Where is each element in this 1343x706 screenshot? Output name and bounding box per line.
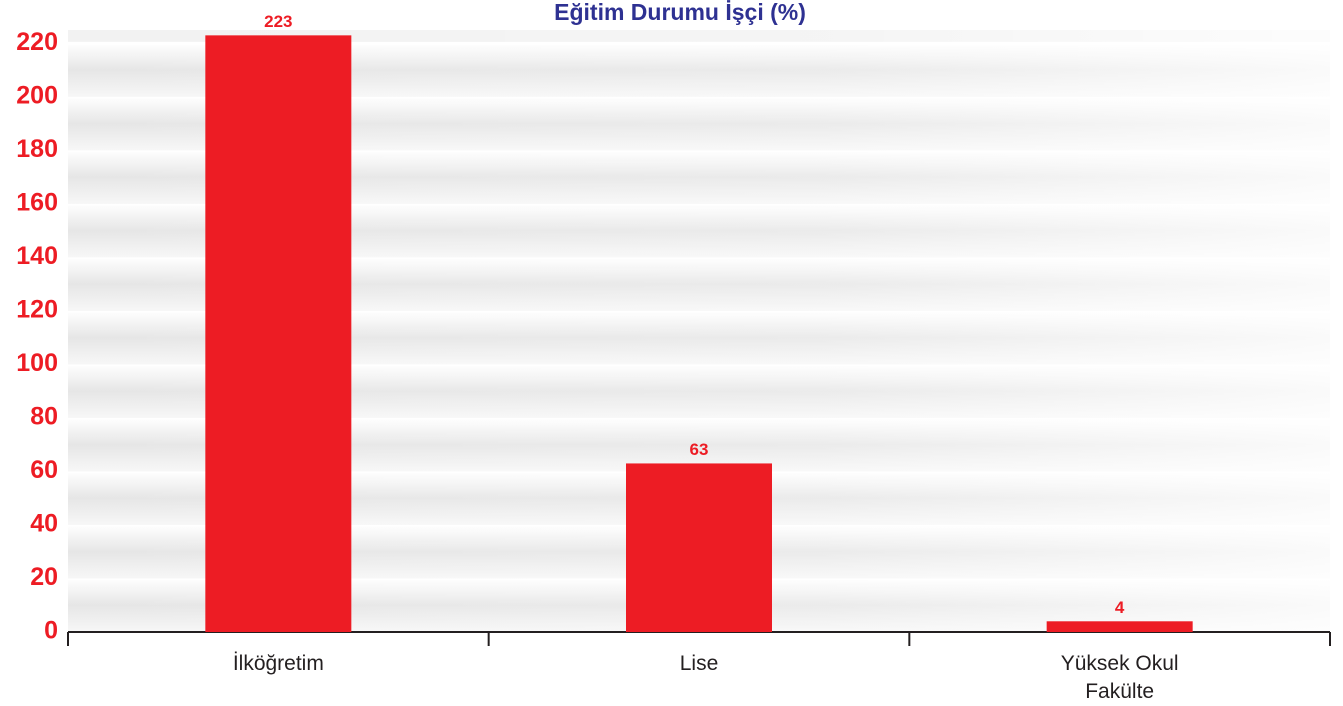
y-tick-label: 40 [30, 510, 58, 538]
y-tick-label: 0 [44, 617, 58, 645]
bar [626, 463, 772, 632]
y-tick-label: 120 [16, 296, 58, 324]
chart-title: Eğitim Durumu İşçi (%) [554, 0, 806, 25]
bar [1046, 621, 1193, 632]
y-tick-label: 100 [16, 349, 58, 377]
x-tick-label: Lise [680, 652, 719, 675]
value-label: 63 [690, 440, 709, 459]
x-tick-label: Yüksek Okul Fakülte [1061, 652, 1179, 703]
y-tick-label: 180 [16, 135, 58, 163]
value-label: 223 [264, 12, 292, 31]
y-tick-label: 160 [16, 189, 58, 217]
bar [205, 35, 352, 632]
y-tick-label: 80 [30, 403, 58, 431]
x-tick-label: İlköğretim [233, 652, 324, 675]
y-tick-label: 20 [30, 563, 58, 591]
y-tick-label: 60 [30, 456, 58, 484]
y-tick-label: 200 [16, 81, 58, 109]
y-tick-label: 140 [16, 242, 58, 270]
y-tick-label: 220 [16, 28, 58, 56]
value-label: 4 [1115, 598, 1125, 617]
